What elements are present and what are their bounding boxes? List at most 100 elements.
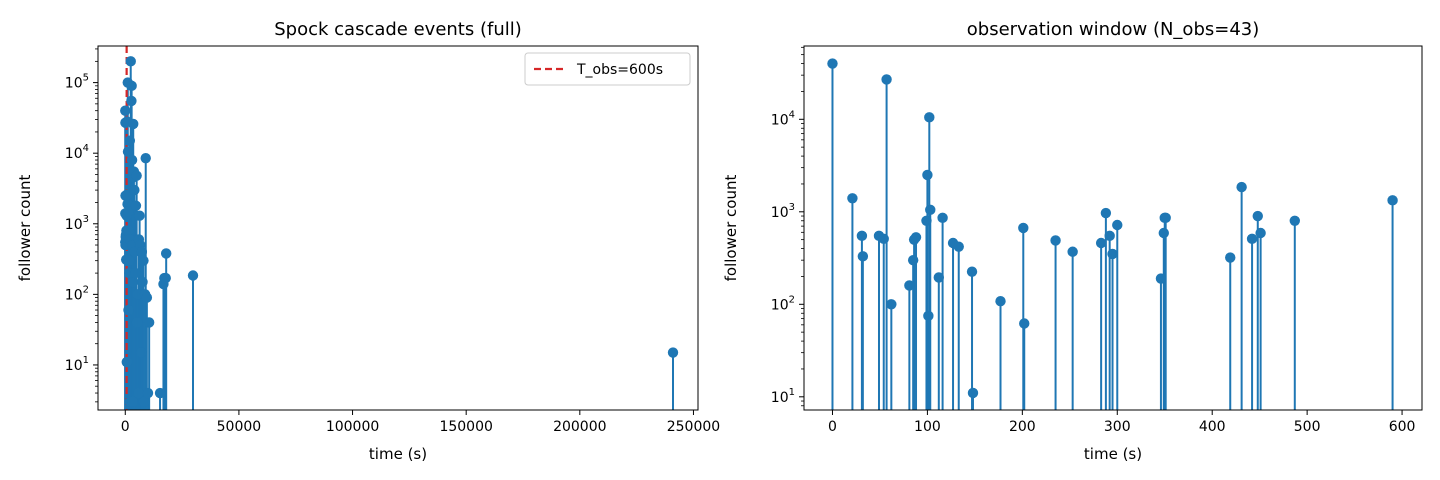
chart1-y-axis-label: follower count bbox=[16, 175, 34, 282]
chart1-marker bbox=[137, 276, 148, 288]
chart1-x-tick-label: 150000 bbox=[439, 419, 492, 435]
chart2-x-axis-label: time (s) bbox=[1084, 445, 1142, 463]
chart1-marker bbox=[134, 210, 145, 221]
chart2-title: observation window (N_obs=43) bbox=[967, 19, 1260, 40]
chart1-y-tick-label: 104 bbox=[65, 143, 89, 162]
chart2-marker bbox=[904, 280, 915, 291]
chart2-marker bbox=[953, 241, 964, 252]
chart2-marker bbox=[1158, 227, 1169, 239]
chart2-marker bbox=[827, 58, 838, 69]
chart1-x-tick-label: 250000 bbox=[667, 419, 720, 435]
chart1-panel: 0 50000 100000 150000 200000 250000 101 102 103 1… bbox=[16, 19, 720, 463]
chart1-marker bbox=[154, 387, 166, 399]
chart1-marker bbox=[123, 225, 134, 236]
chart2-marker bbox=[1236, 181, 1247, 193]
chart2-x-tick-label: 100 bbox=[914, 419, 941, 435]
chart2-marker bbox=[881, 74, 892, 85]
chart2-marker bbox=[925, 204, 936, 216]
chart2-y-tick-label: 102 bbox=[771, 294, 795, 313]
chart2-y-tick-label: 101 bbox=[771, 387, 795, 406]
chart2-marker bbox=[856, 230, 868, 242]
chart1-marker bbox=[123, 206, 134, 217]
chart2-marker bbox=[857, 251, 869, 262]
chart1-marker bbox=[131, 170, 142, 181]
chart2-marker bbox=[910, 232, 922, 243]
chart2-marker bbox=[1107, 248, 1118, 260]
chart2-marker bbox=[1255, 227, 1266, 239]
chart1-marker bbox=[125, 56, 136, 67]
chart2-marker bbox=[923, 310, 934, 322]
chart1-marker bbox=[136, 246, 148, 258]
chart2-marker bbox=[1019, 318, 1030, 329]
chart2-marker bbox=[1100, 207, 1112, 219]
chart1-title: Spock cascade events (full) bbox=[274, 19, 522, 40]
chart1-marker bbox=[667, 347, 679, 358]
chart2-marker bbox=[1104, 230, 1115, 242]
chart2-marker bbox=[995, 296, 1006, 307]
chart1-marker bbox=[138, 396, 150, 408]
chart2-x-tick-label: 600 bbox=[1389, 419, 1416, 435]
chart2-x-tick-label: 500 bbox=[1294, 419, 1321, 435]
chart2-marker bbox=[1160, 212, 1171, 224]
chart1-x-tick-label: 200000 bbox=[553, 419, 606, 435]
chart1-y-tick-label: 105 bbox=[65, 73, 89, 92]
chart2-y-axis-label: follower count bbox=[722, 175, 740, 282]
chart1-marker bbox=[122, 146, 134, 157]
chart1-marker bbox=[126, 95, 137, 107]
chart2-marker bbox=[1155, 273, 1167, 284]
chart2-y-tick-label: 104 bbox=[771, 109, 795, 128]
chart2-panel: 0 100 200 300 400 500 600 101 102 103 104 observati… bbox=[722, 19, 1423, 463]
chart1-marker bbox=[141, 292, 153, 303]
chart2-x-tick-label: 0 bbox=[828, 419, 837, 435]
chart1-marker bbox=[129, 184, 140, 196]
chart1-legend-box bbox=[524, 52, 691, 86]
chart1-marker bbox=[121, 356, 132, 368]
chart1-y-tick-label: 103 bbox=[65, 214, 89, 233]
chart1-marker bbox=[128, 276, 139, 288]
chart1-x-tick-label: 0 bbox=[121, 419, 130, 435]
chart1-marker bbox=[138, 255, 149, 266]
chart1-marker bbox=[140, 152, 151, 164]
chart1-x-tick-label: 100000 bbox=[326, 419, 379, 435]
chart1-marker bbox=[127, 396, 138, 408]
chart2-marker bbox=[878, 233, 889, 245]
chart2-marker bbox=[921, 215, 932, 226]
chart1-marker bbox=[132, 289, 143, 300]
chart1-marker bbox=[133, 387, 144, 399]
chart2-x-tick-label: 300 bbox=[1104, 419, 1131, 435]
chart2-marker bbox=[907, 254, 919, 266]
chart1-marker bbox=[130, 267, 141, 279]
chart1-marker bbox=[120, 105, 131, 116]
chart1-marker bbox=[135, 347, 147, 358]
chart2-marker bbox=[967, 387, 979, 399]
chart2-marker bbox=[937, 212, 948, 224]
chart2-marker bbox=[1225, 252, 1236, 263]
chart2-marker bbox=[886, 299, 897, 310]
chart1-marker bbox=[143, 317, 155, 328]
chart2-marker bbox=[1252, 210, 1263, 222]
chart1-marker bbox=[130, 200, 142, 211]
chart2-marker bbox=[847, 193, 858, 204]
chart2-marker bbox=[1050, 235, 1061, 246]
chart2-marker bbox=[1246, 233, 1258, 245]
chart2-marker bbox=[1387, 195, 1398, 206]
chart1-marker bbox=[123, 255, 135, 266]
chart1-marker bbox=[128, 118, 139, 130]
chart2-marker bbox=[1018, 222, 1029, 234]
chart2-x-tick-label: 400 bbox=[1199, 419, 1226, 435]
chart2-marker bbox=[1095, 237, 1107, 249]
chart2-marker bbox=[933, 272, 945, 283]
chart1-marker bbox=[160, 248, 172, 259]
chart2-x-tick-label: 200 bbox=[1009, 419, 1036, 435]
chart1-marker bbox=[126, 80, 137, 92]
chart1-y-tick-label: 102 bbox=[65, 284, 89, 303]
chart2-marker bbox=[1112, 219, 1123, 231]
chart2-marker bbox=[922, 169, 933, 181]
chart1-marker bbox=[131, 317, 143, 328]
chart2-y-tick-label: 103 bbox=[771, 202, 795, 221]
chart1-legend-label: T_obs=600s bbox=[576, 62, 663, 78]
chart1-marker bbox=[187, 270, 199, 281]
chart1-marker bbox=[126, 154, 138, 166]
chart2-marker bbox=[924, 112, 935, 123]
